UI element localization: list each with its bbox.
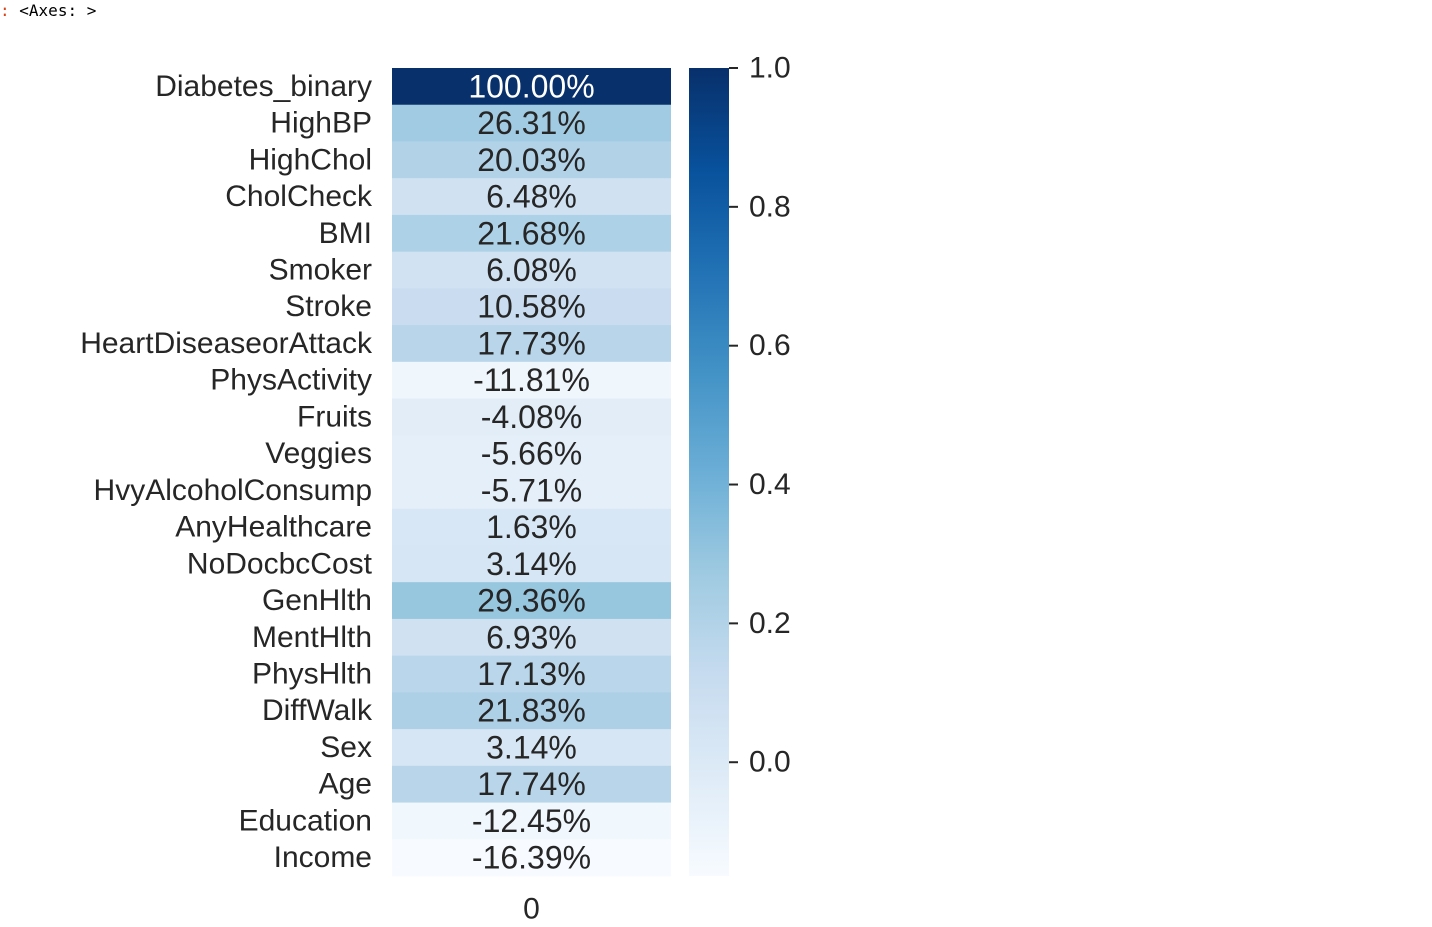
x-tick-label: 0 bbox=[523, 893, 540, 926]
heatmap-cell-label: 21.83% bbox=[477, 693, 586, 729]
heatmap-cell bbox=[392, 839, 671, 877]
heatmap-cell bbox=[392, 361, 671, 400]
heatmap-cell bbox=[392, 582, 671, 620]
heatmap-cell bbox=[392, 692, 671, 730]
colorbar-ticks: 0.0 0.2 0.4 0.6 0.8 1.0 bbox=[729, 52, 791, 779]
heatmap-cell-label: -12.45% bbox=[472, 803, 591, 839]
heatmap-cell-label: -5.71% bbox=[481, 472, 582, 508]
y-tick-label: DiffWalk bbox=[262, 694, 373, 727]
heatmap-cell bbox=[392, 508, 671, 546]
output-prompt-marker: : bbox=[0, 1, 10, 20]
y-tick-label: Income bbox=[274, 841, 372, 874]
colorbar-tick-label: 0.6 bbox=[749, 329, 791, 362]
heatmap-cell bbox=[392, 251, 671, 289]
heatmap-cell bbox=[392, 288, 671, 326]
y-tick-label: Fruits bbox=[297, 400, 372, 433]
y-tick-label: Veggies bbox=[265, 437, 372, 470]
colorbar-tick-label: 0.4 bbox=[749, 468, 791, 501]
heatmap-cell-label: 26.31% bbox=[477, 105, 586, 141]
y-tick-label: HighChol bbox=[249, 143, 372, 176]
y-tick-label: AnyHealthcare bbox=[175, 511, 372, 544]
heatmap-cell-label: 17.74% bbox=[477, 766, 586, 802]
heatmap-cells: 100.00%26.31%20.03%6.48%21.68%6.08%10.58… bbox=[392, 68, 671, 877]
heatmap-cell bbox=[392, 545, 671, 583]
y-tick-label: GenHlth bbox=[262, 584, 372, 617]
heatmap-cell-label: -4.08% bbox=[481, 399, 582, 435]
heatmap-cell-label: 100.00% bbox=[468, 68, 594, 104]
heatmap-cell bbox=[392, 141, 671, 179]
colorbar-tick-label: 1.0 bbox=[749, 52, 791, 85]
heatmap-cell bbox=[392, 729, 671, 767]
y-tick-label: Diabetes_binary bbox=[155, 70, 372, 103]
y-tick-label: HvyAlcoholConsump bbox=[94, 474, 372, 507]
colorbar-tick-label: 0.2 bbox=[749, 607, 791, 640]
heatmap-cell-label: 21.68% bbox=[477, 215, 586, 251]
y-tick-label: Sex bbox=[320, 731, 372, 764]
heatmap-cell-label: 1.63% bbox=[486, 509, 577, 545]
heatmap-cell-label: -11.81% bbox=[473, 362, 590, 398]
heatmap-cell bbox=[392, 104, 671, 142]
heatmap-cell-label: 17.73% bbox=[477, 325, 586, 361]
heatmap-cell-label: 6.08% bbox=[486, 252, 577, 288]
y-tick-label: Education bbox=[239, 804, 372, 837]
y-tick-label: Stroke bbox=[285, 290, 372, 323]
y-tick-label: Smoker bbox=[269, 254, 372, 287]
heatmap-cell-label: 17.13% bbox=[477, 656, 586, 692]
heatmap-cell-label: 29.36% bbox=[477, 583, 586, 619]
output-prompt: : <Axes: > bbox=[0, 0, 96, 22]
colorbar: 0.0 0.2 0.4 0.6 0.8 1.0 bbox=[689, 52, 791, 876]
y-tick-label: NoDocbcCost bbox=[187, 547, 373, 580]
heatmap-cell bbox=[392, 802, 671, 840]
heatmap-cell-label: 3.14% bbox=[486, 546, 577, 582]
heatmap-cell-label: 6.93% bbox=[486, 619, 577, 655]
heatmap-cell-label: -5.66% bbox=[481, 436, 582, 472]
heatmap-cell bbox=[392, 618, 671, 657]
axes-repr-text: <Axes: > bbox=[19, 1, 97, 20]
y-tick-label: PhysActivity bbox=[210, 364, 372, 397]
heatmap-cell-label: 10.58% bbox=[477, 289, 586, 325]
y-tick-label: BMI bbox=[319, 217, 372, 250]
heatmap-cell bbox=[392, 765, 671, 804]
y-tick-label: HighBP bbox=[270, 107, 372, 140]
heatmap-cell bbox=[392, 68, 671, 106]
colorbar-gradient bbox=[689, 68, 729, 876]
heatmap-cell-label: 6.48% bbox=[486, 179, 577, 215]
y-tick-label: PhysHlth bbox=[252, 658, 372, 691]
colorbar-tick-label: 0.0 bbox=[749, 746, 791, 779]
x-axis-ticks: 0 bbox=[523, 893, 540, 926]
heatmap-cell bbox=[392, 398, 671, 436]
heatmap-cell bbox=[392, 655, 671, 693]
heatmap-cell-label: -16.39% bbox=[472, 840, 591, 876]
y-tick-label: HeartDiseaseorAttack bbox=[80, 327, 373, 360]
y-tick-label: Age bbox=[319, 768, 372, 801]
heatmap-cell bbox=[392, 472, 671, 510]
heatmap-cell bbox=[392, 178, 671, 216]
heatmap-cell bbox=[392, 325, 671, 363]
y-tick-label: CholCheck bbox=[225, 180, 373, 213]
colorbar-tick-label: 0.8 bbox=[749, 190, 791, 223]
y-tick-label: MentHlth bbox=[252, 621, 372, 654]
heatmap-cell bbox=[392, 435, 671, 473]
heatmap-cell bbox=[392, 214, 671, 253]
heatmap-cell-label: 20.03% bbox=[477, 142, 586, 178]
heatmap-cell-label: 3.14% bbox=[486, 729, 577, 765]
